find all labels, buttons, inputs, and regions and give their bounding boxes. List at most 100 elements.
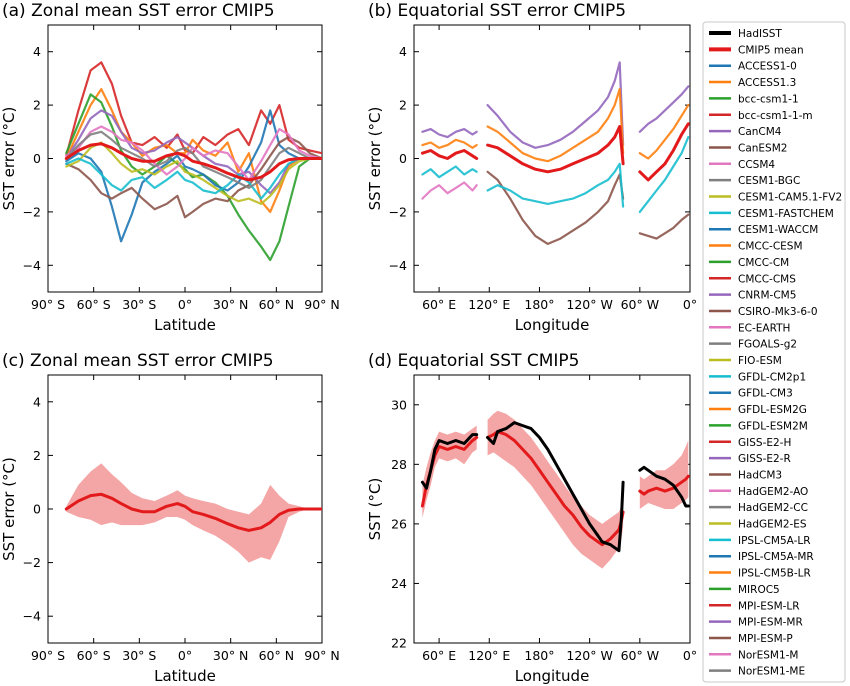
legend-label: ACCESS1.3 (738, 77, 796, 89)
x-tick-label: 120° W (566, 297, 612, 312)
legend-label: bcc-csm1-1 (738, 93, 799, 105)
series-line-model-d (638, 136, 690, 213)
panel-c: (c) Zonal mean SST error CMIP5 90° S 60° S… (0, 351, 340, 685)
y-tick-label: 0 (33, 502, 41, 517)
legend-label: bcc-csm1-1-m (738, 110, 813, 122)
series-line-model-b (421, 181, 478, 200)
legend-label: MPI-ESM-LR (738, 600, 800, 612)
series-line-model-olive (65, 141, 322, 205)
legend-label: FIO-ESM (738, 355, 782, 367)
y-axis-label: SST (°C) (366, 478, 384, 541)
y-tick-label: 26 (391, 516, 407, 531)
y-tick-label: 4 (33, 44, 41, 59)
series-line-model-brown (65, 136, 322, 219)
legend-label: CESM1-CAM5.1-FV2 (738, 192, 842, 204)
x-tick-label: 120° E (468, 297, 510, 312)
legend-label: CCSM4 (738, 159, 775, 171)
legend-label: GFDL-ESM2M (738, 420, 808, 432)
x-tick-label: 60° S (77, 648, 111, 663)
series-line-model-c (486, 88, 625, 163)
y-tick-label: −2 (23, 555, 41, 570)
legend-label: GFDL-CM2p1 (738, 371, 806, 383)
y-axis-label: SST error (°C) (0, 107, 18, 211)
axes-frame (413, 374, 691, 644)
y-tick-label: 24 (391, 576, 407, 591)
legend-label: CMCC-CMS (738, 273, 796, 285)
y-tick-label: 2 (33, 448, 41, 463)
x-axis-label: Longitude (515, 667, 590, 685)
series-line-model-blue (65, 109, 322, 243)
plot-area (64, 463, 322, 563)
x-tick-label: 0° (178, 648, 192, 663)
series-line-cmip5-mean (64, 492, 322, 532)
series-line-model-d (486, 162, 625, 208)
legend-label: HadGEM2-AO (738, 486, 808, 498)
x-tick-label: 30° N (213, 648, 248, 663)
series-line-hadisst (638, 465, 690, 508)
series-line-model-gray (65, 130, 322, 189)
x-tick-label: 180° (524, 297, 554, 312)
legend-label: CESM1-FASTCHEM (738, 208, 834, 220)
y-axis-label: SST error (°C) (366, 107, 384, 211)
panel-title: (a) Zonal mean SST error CMIP5 (2, 1, 275, 21)
legend-label: CESM1-BGC (738, 175, 800, 187)
legend-label: HadGEM2-ES (738, 519, 807, 531)
y-axis-label: SST error (°C) (0, 457, 18, 561)
legend: HadISST CMIP5 mean ACCESS1-0 ACCESS1.3 bcc-c… (702, 21, 846, 683)
y-tick-label: −4 (23, 609, 41, 624)
legend-label: EC-EARTH (738, 322, 790, 334)
legend-label: CSIRO-Mk3-6-0 (738, 306, 818, 318)
x-tick-label: 60° W (621, 648, 660, 663)
legend-label: GFDL-ESM2G (738, 404, 807, 416)
y-tick-label: −4 (23, 258, 41, 273)
x-tick-label: 90° S (31, 648, 65, 663)
x-tick-label: 30° N (213, 297, 248, 312)
x-tick-label: 120° W (566, 648, 612, 663)
y-tick-label: 4 (33, 394, 41, 409)
x-tick-label: 90° S (31, 297, 65, 312)
series-line-model-d (421, 165, 478, 179)
series-line-hadisst (420, 433, 479, 490)
panel-d: (d) Equatorial SST CMIP5 60° E 120° E 180° 1… (366, 351, 697, 685)
legend-label: CanCM4 (738, 126, 782, 138)
series-line-hadisst (486, 421, 625, 553)
x-tick-label: 60° N (259, 648, 294, 663)
legend-label: MPI-ESM-MR (738, 617, 803, 629)
series-line-model-orange (65, 88, 322, 213)
x-tick-label: 30° S (122, 297, 156, 312)
series-line-model-pink (65, 125, 322, 181)
series-line-model-green (65, 93, 322, 262)
series-line-cmip5-mean (64, 142, 322, 182)
y-tick-label: 2 (33, 98, 41, 113)
x-axis-label: Latitude (154, 316, 216, 334)
legend-label: NorESM1-M (738, 649, 798, 661)
legend-label: MPI-ESM-P (738, 633, 793, 645)
y-tick-label: 30 (391, 397, 407, 412)
series-line-model-brown (486, 170, 625, 245)
x-tick-label: 60° E (422, 297, 456, 312)
panel-title: (b) Equatorial SST error CMIP5 (368, 1, 626, 21)
y-tick-label: −2 (23, 204, 41, 219)
legend-label: GFDL-CM3 (738, 388, 793, 400)
x-tick-label: 90° N (304, 297, 339, 312)
x-axis-label: Longitude (515, 316, 590, 334)
y-tick-label: 22 (391, 636, 407, 651)
series-line-cmip5-mean (486, 430, 625, 547)
y-tick-label: −4 (389, 258, 407, 273)
legend-label: FGOALS-g2 (738, 339, 797, 351)
legend-label: CMCC-CESM (738, 241, 803, 253)
series-line-model-a (638, 85, 690, 133)
legend-label: CMIP5 mean (738, 44, 804, 56)
legend-label: CNRM-CM5 (738, 290, 796, 302)
x-axis-label: Latitude (154, 667, 216, 685)
y-tick-label: 2 (399, 98, 407, 113)
legend-label: HadGEM2-CC (738, 502, 808, 514)
legend-label: CESM1-WACCM (738, 224, 818, 236)
panel-title: (c) Zonal mean SST error CMIP5 (2, 351, 274, 371)
series-line-model-brown (638, 213, 690, 240)
legend-label: NorESM1-ME (738, 666, 805, 678)
y-tick-label: 0 (399, 151, 407, 166)
series-line-model-c (638, 104, 690, 160)
legend-frame (702, 21, 846, 683)
